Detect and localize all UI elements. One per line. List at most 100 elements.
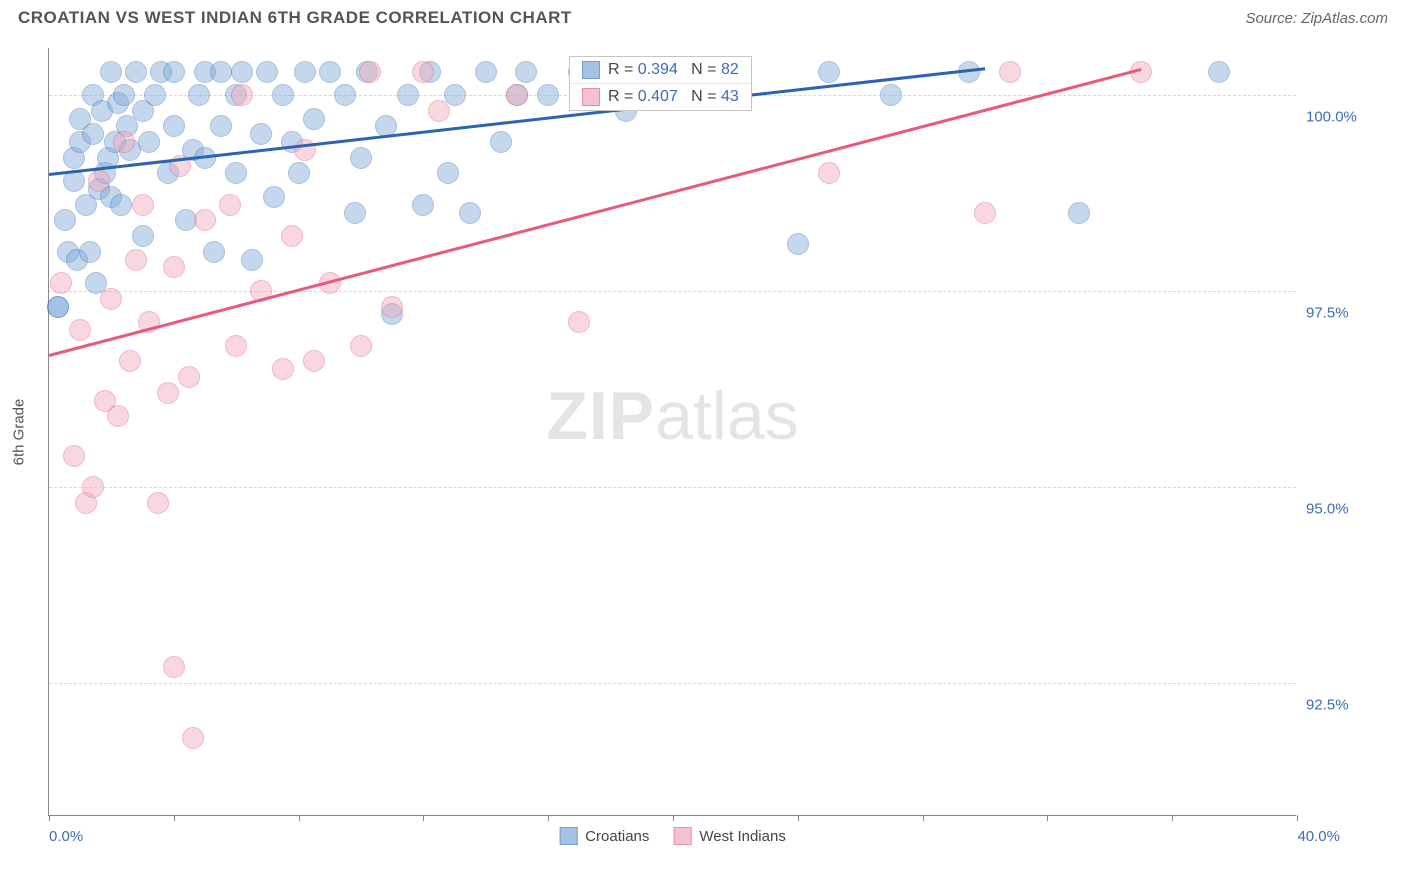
scatter-point bbox=[344, 202, 366, 224]
scatter-point bbox=[203, 241, 225, 263]
x-tick bbox=[174, 815, 175, 821]
stats-legend-row: R = 0.394 N = 82 bbox=[570, 57, 751, 83]
x-tick bbox=[923, 815, 924, 821]
scatter-point bbox=[506, 84, 528, 106]
gridline bbox=[49, 291, 1296, 292]
scatter-point bbox=[113, 84, 135, 106]
scatter-point bbox=[1208, 61, 1230, 83]
scatter-point bbox=[428, 100, 450, 122]
scatter-point bbox=[132, 225, 154, 247]
scatter-point bbox=[272, 84, 294, 106]
scatter-point bbox=[974, 202, 996, 224]
scatter-point bbox=[350, 335, 372, 357]
scatter-point bbox=[125, 249, 147, 271]
x-tick bbox=[299, 815, 300, 821]
scatter-point bbox=[69, 319, 91, 341]
scatter-point bbox=[157, 382, 179, 404]
watermark: ZIPatlas bbox=[546, 377, 798, 455]
scatter-point bbox=[125, 61, 147, 83]
scatter-point bbox=[82, 123, 104, 145]
legend-swatch bbox=[582, 88, 600, 106]
scatter-point bbox=[110, 194, 132, 216]
scatter-point bbox=[82, 476, 104, 498]
scatter-point bbox=[459, 202, 481, 224]
scatter-point bbox=[194, 209, 216, 231]
scatter-point bbox=[241, 249, 263, 271]
stats-legend-row: R = 0.407 N = 43 bbox=[570, 83, 751, 110]
scatter-point bbox=[272, 358, 294, 380]
scatter-point bbox=[178, 366, 200, 388]
scatter-point bbox=[303, 350, 325, 372]
scatter-point bbox=[250, 123, 272, 145]
scatter-point bbox=[350, 147, 372, 169]
legend-swatch bbox=[559, 827, 577, 845]
y-tick-label: 97.5% bbox=[1306, 304, 1386, 321]
scatter-point bbox=[188, 84, 210, 106]
scatter-point bbox=[263, 186, 285, 208]
scatter-point bbox=[515, 61, 537, 83]
scatter-point bbox=[88, 170, 110, 192]
x-tick bbox=[673, 815, 674, 821]
watermark-zip: ZIP bbox=[546, 378, 655, 454]
scatter-point bbox=[144, 84, 166, 106]
scatter-point bbox=[818, 61, 840, 83]
x-tick bbox=[1297, 815, 1298, 821]
x-tick-label-max: 40.0% bbox=[1297, 828, 1340, 845]
scatter-point bbox=[100, 61, 122, 83]
source-label: Source: ZipAtlas.com bbox=[1245, 10, 1388, 27]
scatter-point bbox=[568, 311, 590, 333]
scatter-point bbox=[319, 61, 341, 83]
scatter-point bbox=[163, 256, 185, 278]
scatter-point bbox=[79, 241, 101, 263]
legend-label: Croatians bbox=[585, 828, 649, 845]
scatter-point bbox=[256, 61, 278, 83]
series-legend-item: West Indians bbox=[673, 827, 785, 845]
scatter-point bbox=[138, 131, 160, 153]
y-axis-title: 6th Grade bbox=[11, 398, 28, 465]
scatter-point bbox=[47, 296, 69, 318]
scatter-point bbox=[50, 272, 72, 294]
scatter-point bbox=[412, 61, 434, 83]
gridline bbox=[49, 487, 1296, 488]
scatter-point bbox=[537, 84, 559, 106]
scatter-point bbox=[880, 84, 902, 106]
scatter-point bbox=[303, 108, 325, 130]
scatter-point bbox=[225, 162, 247, 184]
x-tick bbox=[798, 815, 799, 821]
scatter-point bbox=[63, 445, 85, 467]
legend-swatch bbox=[673, 827, 691, 845]
scatter-point bbox=[397, 84, 419, 106]
watermark-atlas: atlas bbox=[655, 378, 799, 454]
scatter-point bbox=[231, 84, 253, 106]
scatter-point bbox=[359, 61, 381, 83]
x-tick bbox=[1172, 815, 1173, 821]
chart-plot-area: 6th Grade ZIPatlas 92.5%95.0%97.5%100.0%… bbox=[48, 48, 1296, 816]
scatter-point bbox=[132, 194, 154, 216]
scatter-point bbox=[107, 405, 129, 427]
scatter-point bbox=[999, 61, 1021, 83]
x-tick bbox=[1047, 815, 1048, 821]
y-tick-label: 100.0% bbox=[1306, 109, 1386, 126]
scatter-point bbox=[787, 233, 809, 255]
scatter-point bbox=[288, 162, 310, 184]
scatter-point bbox=[490, 131, 512, 153]
legend-swatch bbox=[582, 61, 600, 79]
scatter-point bbox=[100, 288, 122, 310]
scatter-point bbox=[475, 61, 497, 83]
chart-title: CROATIAN VS WEST INDIAN 6TH GRADE CORREL… bbox=[18, 8, 572, 28]
scatter-point bbox=[219, 194, 241, 216]
scatter-point bbox=[182, 727, 204, 749]
scatter-point bbox=[210, 115, 232, 137]
scatter-point bbox=[818, 162, 840, 184]
scatter-point bbox=[210, 61, 232, 83]
scatter-point bbox=[113, 131, 135, 153]
scatter-point bbox=[437, 162, 459, 184]
x-tick bbox=[49, 815, 50, 821]
scatter-point bbox=[119, 350, 141, 372]
scatter-point bbox=[163, 115, 185, 137]
scatter-point bbox=[163, 61, 185, 83]
series-legend-item: Croatians bbox=[559, 827, 649, 845]
scatter-point bbox=[225, 335, 247, 357]
scatter-point bbox=[54, 209, 76, 231]
scatter-point bbox=[231, 61, 253, 83]
